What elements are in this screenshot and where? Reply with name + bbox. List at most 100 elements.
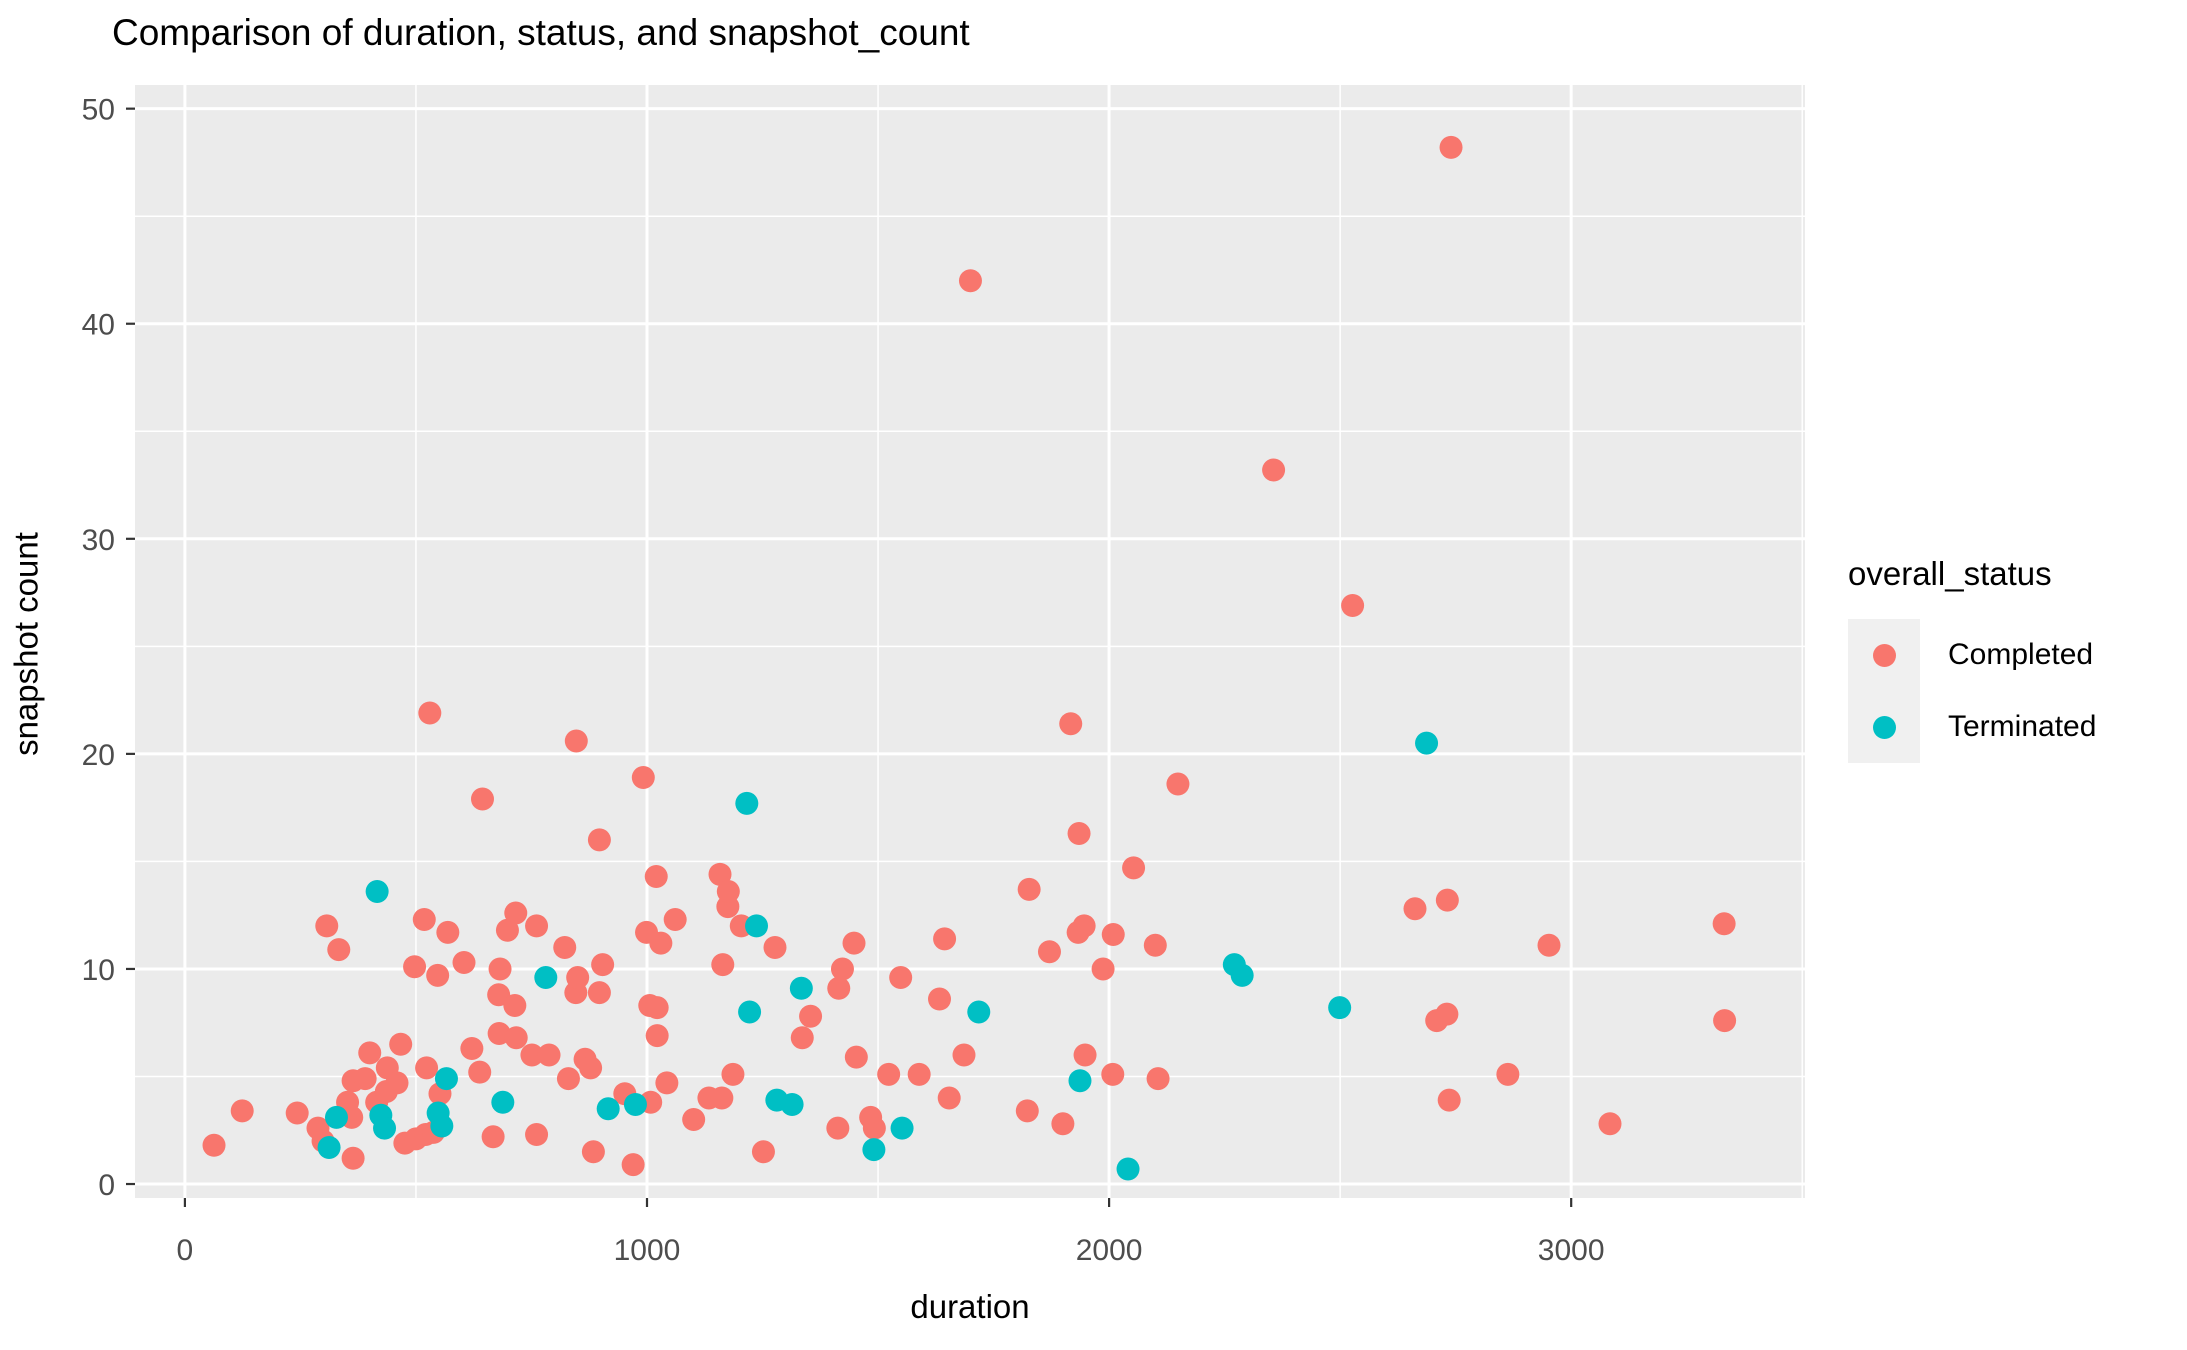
data-point-completed [827, 976, 851, 1000]
data-point-completed [353, 1067, 377, 1091]
data-point-completed [587, 981, 611, 1005]
data-point-completed [644, 864, 668, 888]
data-point-completed [358, 1041, 382, 1065]
data-point-completed [470, 787, 494, 811]
data-point-completed [655, 1071, 679, 1095]
data-point-completed [230, 1099, 254, 1123]
data-point-terminated [1116, 1157, 1140, 1181]
data-point-completed [341, 1146, 365, 1170]
data-point-completed [566, 966, 590, 990]
data-point-completed [721, 1062, 745, 1086]
data-point-completed [564, 729, 588, 753]
data-point-completed [1067, 821, 1091, 845]
data-point-completed [468, 1060, 492, 1084]
data-point-terminated [365, 880, 389, 904]
data-point-completed [1017, 877, 1041, 901]
data-point-completed [716, 880, 740, 904]
data-point-completed [711, 953, 735, 977]
y-tick-label: 10 [82, 954, 115, 987]
data-point-terminated [324, 1105, 348, 1129]
chart-title: Comparison of duration, status, and snap… [112, 12, 970, 53]
data-point-completed [1496, 1062, 1520, 1086]
data-point-completed [520, 1043, 544, 1067]
data-point-completed [889, 966, 913, 990]
data-point-terminated [890, 1116, 914, 1140]
data-point-completed [412, 907, 436, 931]
legend-item-label: Terminated [1948, 710, 2097, 743]
data-point-terminated [596, 1097, 620, 1121]
data-point-completed [579, 1056, 603, 1080]
legend: overall_status Completed Terminated [1848, 555, 2096, 763]
data-point-completed [631, 766, 655, 790]
data-point-terminated [373, 1116, 397, 1140]
data-point-completed [537, 1043, 561, 1067]
data-point-completed [487, 983, 511, 1007]
data-point-completed [591, 953, 615, 977]
data-point-completed [415, 1056, 439, 1080]
data-point-completed [763, 935, 787, 959]
data-point-completed [877, 1062, 901, 1086]
x-tick-label: 3000 [1538, 1234, 1605, 1267]
data-point-completed [952, 1043, 976, 1067]
data-point-completed [525, 1123, 549, 1147]
data-point-completed [418, 701, 442, 725]
data-point-completed [842, 931, 866, 955]
y-axis-label: snapshot count [7, 532, 45, 756]
y-tick-label: 40 [82, 309, 115, 342]
data-point-completed [426, 963, 450, 987]
data-point-completed [799, 1004, 823, 1028]
data-point-terminated [862, 1138, 886, 1162]
data-point-completed [1712, 912, 1736, 936]
data-point-completed [1435, 1002, 1459, 1026]
legend-title: overall_status [1848, 555, 2052, 592]
data-point-completed [587, 828, 611, 852]
data-point-terminated [1328, 996, 1352, 1020]
data-point-terminated [967, 1000, 991, 1024]
data-point-completed [1713, 1009, 1737, 1033]
y-tick-label: 0 [98, 1169, 115, 1202]
data-point-completed [621, 1153, 645, 1177]
data-point-completed [1101, 1062, 1125, 1086]
y-tick-label: 30 [82, 524, 115, 557]
data-point-completed [315, 914, 339, 938]
x-axis-label: duration [910, 1288, 1030, 1325]
data-point-completed [488, 957, 512, 981]
legend-item-terminated: Terminated [1848, 691, 2096, 763]
data-point-terminated [1230, 963, 1254, 987]
data-point-completed [933, 927, 957, 951]
data-point-completed [1101, 923, 1125, 947]
data-point-terminated [534, 966, 558, 990]
data-point-completed [285, 1101, 309, 1125]
data-point-completed [1262, 458, 1286, 482]
legend-dot-icon [1872, 643, 1896, 667]
data-point-completed [1072, 914, 1096, 938]
data-point-terminated [745, 914, 769, 938]
data-point-completed [503, 994, 527, 1018]
data-point-completed [826, 1116, 850, 1140]
data-point-terminated [780, 1092, 804, 1116]
data-point-completed [1073, 1043, 1097, 1067]
x-tick-label: 1000 [614, 1234, 681, 1267]
legend-item-completed: Completed [1848, 619, 2096, 691]
data-point-completed [525, 914, 549, 938]
data-point-completed [958, 269, 982, 293]
data-point-completed [1439, 135, 1463, 159]
data-point-terminated [430, 1114, 454, 1138]
data-point-terminated [738, 1000, 762, 1024]
data-point-completed [1143, 933, 1167, 957]
data-point-completed [907, 1062, 931, 1086]
data-point-completed [504, 1026, 528, 1050]
data-point-completed [581, 1140, 605, 1164]
data-point-completed [1166, 772, 1190, 796]
data-point-completed [708, 862, 732, 886]
y-tick-label: 50 [82, 94, 115, 127]
data-point-completed [663, 907, 687, 931]
data-point-completed [1015, 1099, 1039, 1123]
data-point-completed [645, 996, 669, 1020]
data-point-completed [389, 1032, 413, 1056]
data-point-completed [937, 1086, 961, 1110]
data-point-completed [1341, 593, 1365, 617]
data-point-terminated [1068, 1069, 1092, 1093]
